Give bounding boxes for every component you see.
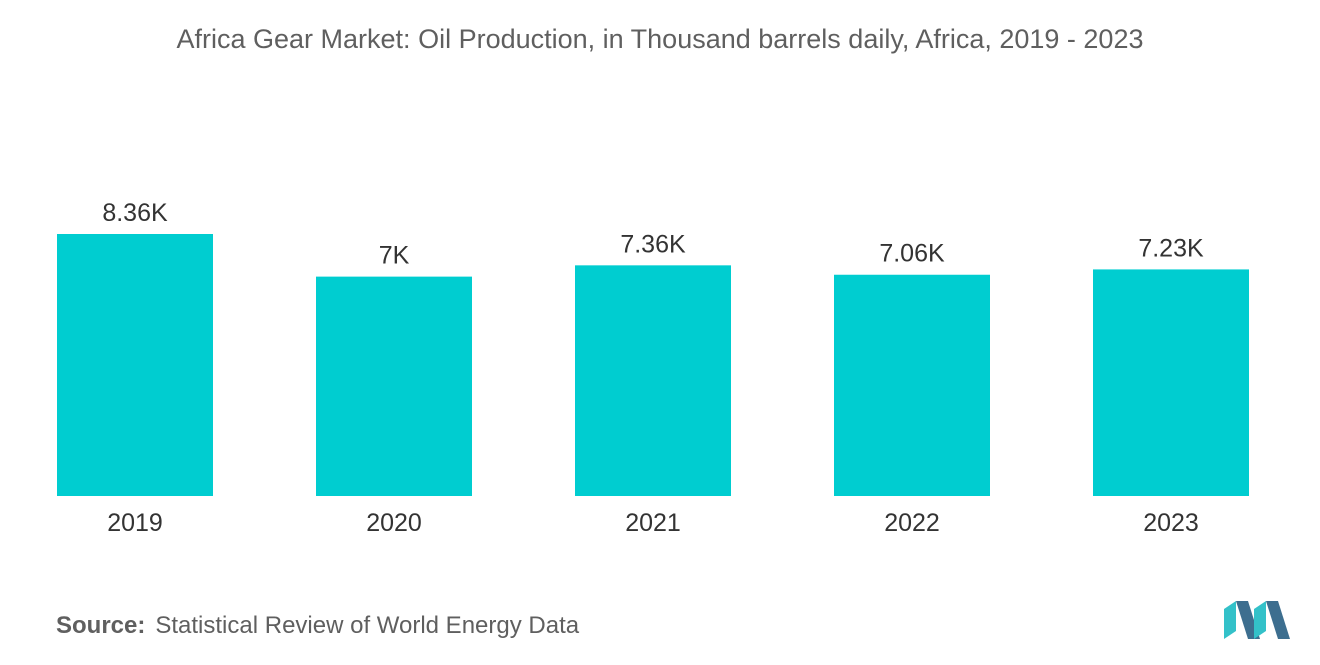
source-text: Statistical Review of World Energy Data (155, 612, 580, 639)
chart-title: Africa Gear Market: Oil Production, in T… (176, 24, 1144, 54)
x-tick-label-2022: 2022 (884, 509, 940, 537)
bar-2019 (57, 234, 213, 496)
value-label-2019: 8.36K (102, 199, 168, 227)
x-tick-label-2020: 2020 (366, 509, 422, 537)
value-label-2020: 7K (379, 242, 410, 270)
bars-group (57, 234, 1249, 496)
bar-2022 (834, 274, 990, 496)
mordor-intelligence-logo-icon (1224, 601, 1290, 639)
x-tick-label-2023: 2023 (1143, 509, 1199, 537)
value-label-2021: 7.36K (620, 230, 686, 258)
bar-2020 (316, 276, 472, 496)
value-label-2022: 7.06K (879, 240, 945, 268)
x-tick-labels-group: 2019 2020 2021 2022 2023 (107, 509, 1199, 537)
source-label: Source: (56, 612, 146, 639)
x-tick-label-2021: 2021 (625, 509, 681, 537)
value-label-2023: 7.23K (1138, 234, 1204, 262)
bar-2023 (1093, 269, 1249, 496)
x-tick-label-2019: 2019 (107, 509, 163, 537)
bar-2021 (575, 265, 731, 496)
source-note: Source: Statistical Review of World Energ… (56, 612, 579, 640)
value-labels-group: 8.36K 7K 7.36K 7.06K 7.23K (102, 199, 1204, 270)
